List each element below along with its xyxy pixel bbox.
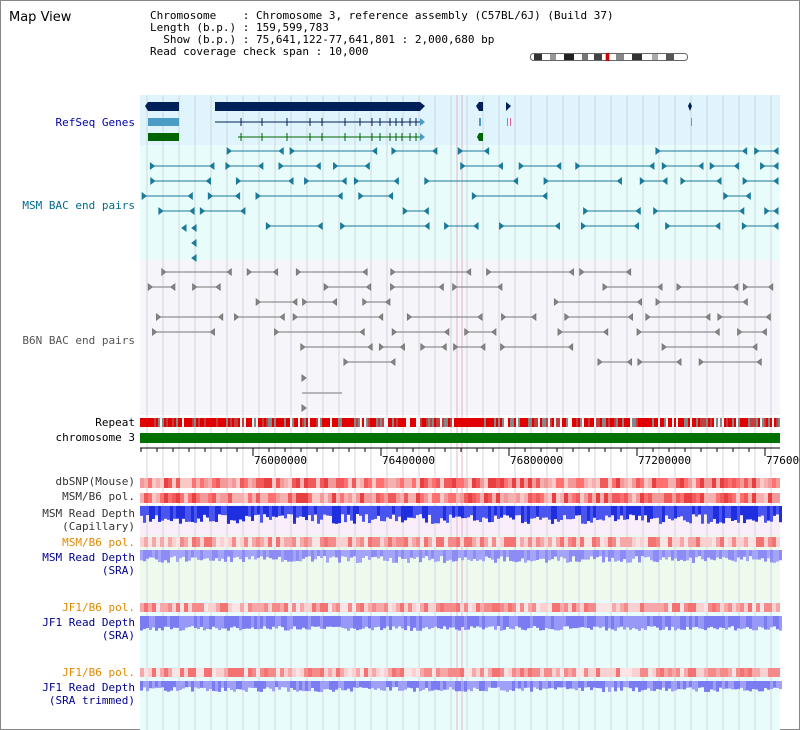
track-label-msm-pol[interactable]: MSM/B6 pol. xyxy=(62,490,135,503)
tick-label: 76400000 xyxy=(382,454,435,467)
track-label-jf1-depth[interactable]: JF1 Read Depth (SRA) xyxy=(42,616,135,642)
chromosome-info: Chromosome : Chromosome 3, reference ass… xyxy=(150,10,614,58)
tick-label: 76800000 xyxy=(510,454,563,467)
track-label-repeat[interactable]: Repeat xyxy=(95,416,135,429)
span-key: Read coverage check span : xyxy=(150,45,323,58)
track-label-msm-depth-capillary[interactable]: MSM Read Depth (Capillary) xyxy=(42,507,135,533)
chromosome-value: Chromosome 3, reference assembly (C57BL/… xyxy=(255,9,614,22)
track-label-jf1-pol-2[interactable]: JF1/B6 pol. xyxy=(62,666,135,679)
tick-label: 77200000 xyxy=(638,454,691,467)
track-label-msm-bac[interactable]: MSM BAC end pairs xyxy=(22,199,135,212)
track-label-msm-pol-sra[interactable]: MSM/B6 pol. xyxy=(62,536,135,549)
length-key: Length (b.p.) : xyxy=(150,21,250,34)
show-value: 75,641,122-77,641,801 : 2,000,680 bp xyxy=(255,33,495,46)
track-label-dbsnp[interactable]: dbSNP(Mouse) xyxy=(55,475,135,488)
show-key: Show (b.p.) : xyxy=(150,33,250,46)
track-label-jf1-pol[interactable]: JF1/B6 pol. xyxy=(62,601,135,614)
chromosome-key: Chromosome : xyxy=(150,9,250,22)
length-value: 159,599,783 xyxy=(255,21,329,34)
track-label-chromosome[interactable]: chromosome 3 xyxy=(55,431,135,444)
page-title: Map View xyxy=(9,10,72,25)
tick-label: 76000000 xyxy=(254,454,307,467)
track-label-jf1-depth-trimmed[interactable]: JF1 Read Depth (SRA trimmed) xyxy=(42,681,135,707)
track-label-msm-depth-sra[interactable]: MSM Read Depth (SRA) xyxy=(42,551,135,577)
span-value: 10,000 xyxy=(328,45,369,58)
track-label-refseq[interactable]: RefSeq Genes xyxy=(55,116,135,129)
tick-label: 77600000 xyxy=(766,454,800,467)
track-label-b6n-bac[interactable]: B6N BAC end pairs xyxy=(22,334,135,347)
chromosome-ideogram[interactable] xyxy=(530,53,688,61)
